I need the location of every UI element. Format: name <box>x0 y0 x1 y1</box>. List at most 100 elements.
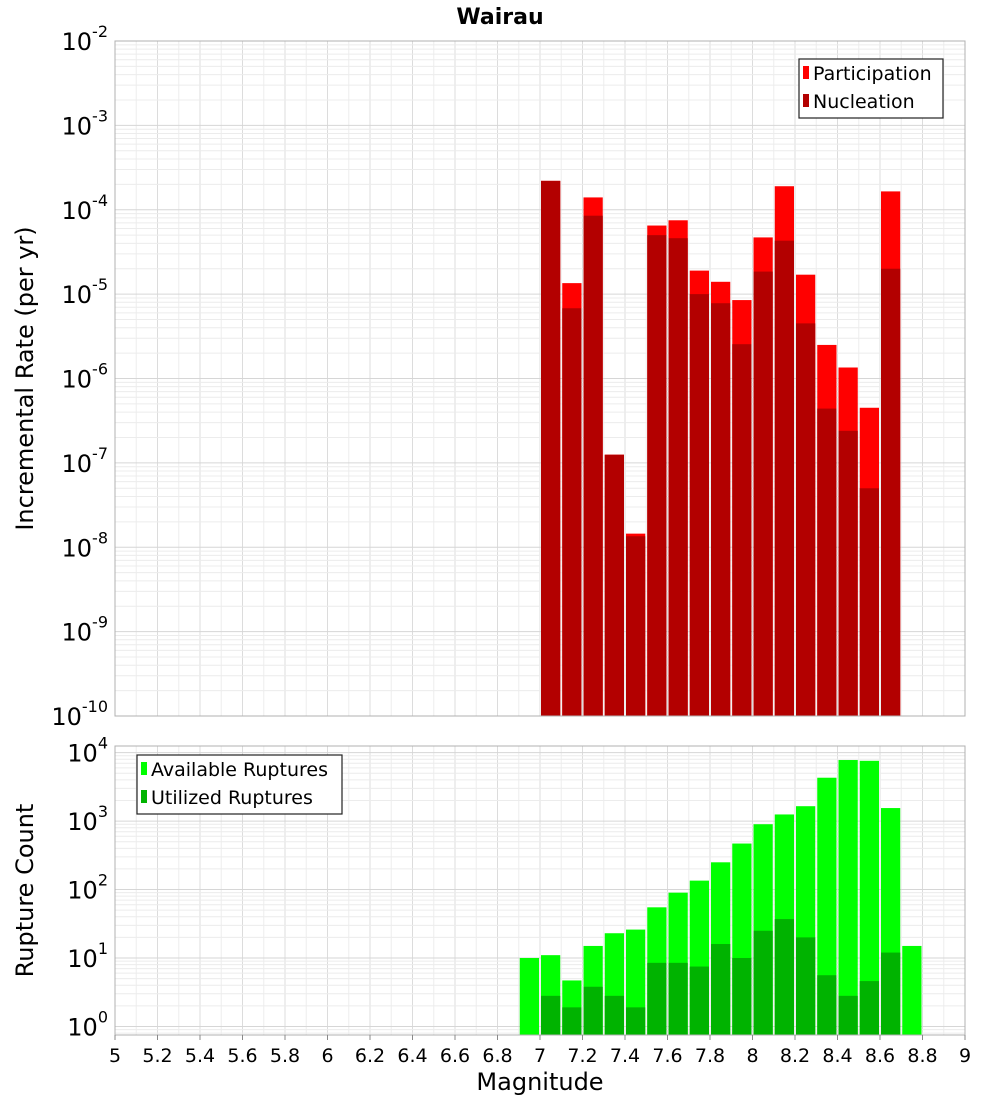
legend-label: Participation <box>813 63 932 85</box>
x-tick-label: 6.2 <box>355 1045 385 1067</box>
x-tick-label: 5.6 <box>227 1045 257 1067</box>
top-y-axis-label: Incremental Rate (per yr) <box>11 226 39 530</box>
x-tick-label: 7.2 <box>567 1045 597 1067</box>
x-axis-label: Magnitude <box>476 1068 603 1096</box>
top-panel-rate: 10-10 10-9 10-8 10-7 10-6 10-5 10-4 10-3 10-2 In… <box>11 22 966 731</box>
x-tick-label: 6 <box>321 1045 333 1067</box>
bottom-y-tick-labels: 100 101 102 103 104 <box>67 734 108 1042</box>
top-legend: Participation Nucleation <box>798 58 944 119</box>
bar-utilized-ruptures <box>541 995 561 1035</box>
x-tick-label: 5.4 <box>185 1045 215 1067</box>
bar-utilized-ruptures <box>753 930 773 1035</box>
legend-label: Available Ruptures <box>151 759 328 781</box>
x-tick-labels: 5 5.2 5.4 5.6 5.8 6 6.2 6.4 6.6 6.8 7 7.2 7.4 7.6 7.8 8… <box>109 1035 971 1067</box>
bar-available-ruptures <box>519 957 539 1035</box>
legend-label: Utilized Ruptures <box>151 787 313 809</box>
top-y-tick-labels: 10-10 10-9 10-8 10-7 10-6 10-5 10-4 10-3 10-2 <box>51 22 108 731</box>
legend-swatch <box>141 762 147 775</box>
x-tick-label: 7.8 <box>695 1045 725 1067</box>
bar-utilized-ruptures <box>817 975 837 1035</box>
bar-nucleation <box>711 303 731 716</box>
x-tick-label: 8.2 <box>780 1045 810 1067</box>
legend-box <box>136 754 343 815</box>
bar-utilized-ruptures <box>583 986 603 1035</box>
bar-utilized-ruptures <box>859 981 879 1035</box>
bar-utilized-ruptures <box>796 937 816 1035</box>
top-plot-border <box>114 40 966 717</box>
y-tick-label: 10-6 <box>62 360 109 394</box>
x-tick-label: 5.8 <box>270 1045 300 1067</box>
bar-available-ruptures <box>859 760 879 1035</box>
x-tick-label: 7 <box>534 1045 546 1067</box>
y-tick-label: 10-5 <box>62 275 109 309</box>
bar-utilized-ruptures <box>668 962 688 1035</box>
bar-nucleation <box>817 408 837 716</box>
bar-available-ruptures <box>817 777 837 1035</box>
bar-utilized-ruptures <box>711 944 731 1035</box>
x-tick-label: 8.6 <box>865 1045 895 1067</box>
x-tick-label: 7.4 <box>610 1045 640 1067</box>
x-tick-label: 8 <box>746 1045 758 1067</box>
y-tick-label: 101 <box>67 939 108 973</box>
legend-box <box>798 58 944 119</box>
bar-nucleation <box>881 268 901 716</box>
bar-utilized-ruptures <box>732 957 752 1035</box>
bar-utilized-ruptures <box>647 962 667 1035</box>
x-tick-label: 8.4 <box>822 1045 852 1067</box>
legend-swatch <box>803 66 809 79</box>
bar-available-ruptures <box>838 760 858 1035</box>
bar-nucleation <box>796 323 816 716</box>
x-tick-label: 6.4 <box>397 1045 427 1067</box>
legend-label: Nucleation <box>813 91 915 113</box>
bar-nucleation <box>838 430 858 716</box>
x-tick-label: 5 <box>109 1045 121 1067</box>
x-tick-label: 9 <box>959 1045 971 1067</box>
bar-utilized-ruptures <box>774 919 794 1035</box>
top-grid <box>114 40 966 717</box>
y-tick-label: 102 <box>67 871 108 905</box>
x-tick-label: 7.6 <box>652 1045 682 1067</box>
x-tick-label: 6.6 <box>440 1045 470 1067</box>
bar-nucleation <box>774 240 794 717</box>
bottom-y-axis-label: Rupture Count <box>11 804 39 978</box>
bar-nucleation <box>541 180 561 716</box>
y-tick-label: 104 <box>67 734 108 768</box>
y-tick-label: 103 <box>67 802 108 836</box>
bottom-panel-count: 100 101 102 103 104 5 5.2 5.4 5.6 5.8 6 6.2 6.4 6.6 6… <box>11 734 971 1096</box>
bar-utilized-ruptures <box>562 1007 582 1035</box>
bar-nucleation <box>562 308 582 716</box>
y-tick-label: 100 <box>67 1007 108 1041</box>
bar-utilized-ruptures <box>838 995 858 1035</box>
bar-utilized-ruptures <box>881 952 901 1035</box>
bar-nucleation <box>583 215 603 717</box>
y-tick-label: 10-8 <box>62 528 109 562</box>
bar-nucleation <box>604 454 624 716</box>
bar-utilized-ruptures <box>604 995 624 1035</box>
x-tick-label: 5.2 <box>142 1045 172 1067</box>
y-tick-label: 10-3 <box>62 106 109 140</box>
y-tick-label: 10-4 <box>62 191 109 225</box>
x-tick-label: 8.8 <box>907 1045 937 1067</box>
bottom-bars <box>519 760 922 1035</box>
top-bars <box>541 180 901 717</box>
bar-nucleation <box>859 488 879 716</box>
bar-nucleation <box>753 271 773 716</box>
y-tick-label: 10-10 <box>51 697 108 731</box>
bar-available-ruptures <box>902 945 922 1035</box>
y-tick-label: 10-7 <box>62 444 109 478</box>
bar-nucleation <box>647 235 667 716</box>
bottom-legend: Available Ruptures Utilized Ruptures <box>136 754 343 815</box>
chart-title: Wairau <box>456 5 543 30</box>
bar-utilized-ruptures <box>689 966 709 1035</box>
bar-nucleation <box>626 536 646 716</box>
legend-swatch <box>803 94 809 107</box>
y-tick-label: 10-9 <box>62 613 109 647</box>
y-tick-label: 10-2 <box>62 22 109 56</box>
x-tick-label: 6.8 <box>482 1045 512 1067</box>
bar-nucleation <box>732 344 752 716</box>
bar-utilized-ruptures <box>626 1007 646 1035</box>
legend-swatch <box>141 790 147 803</box>
bar-nucleation <box>689 294 709 716</box>
bar-nucleation <box>668 238 688 716</box>
